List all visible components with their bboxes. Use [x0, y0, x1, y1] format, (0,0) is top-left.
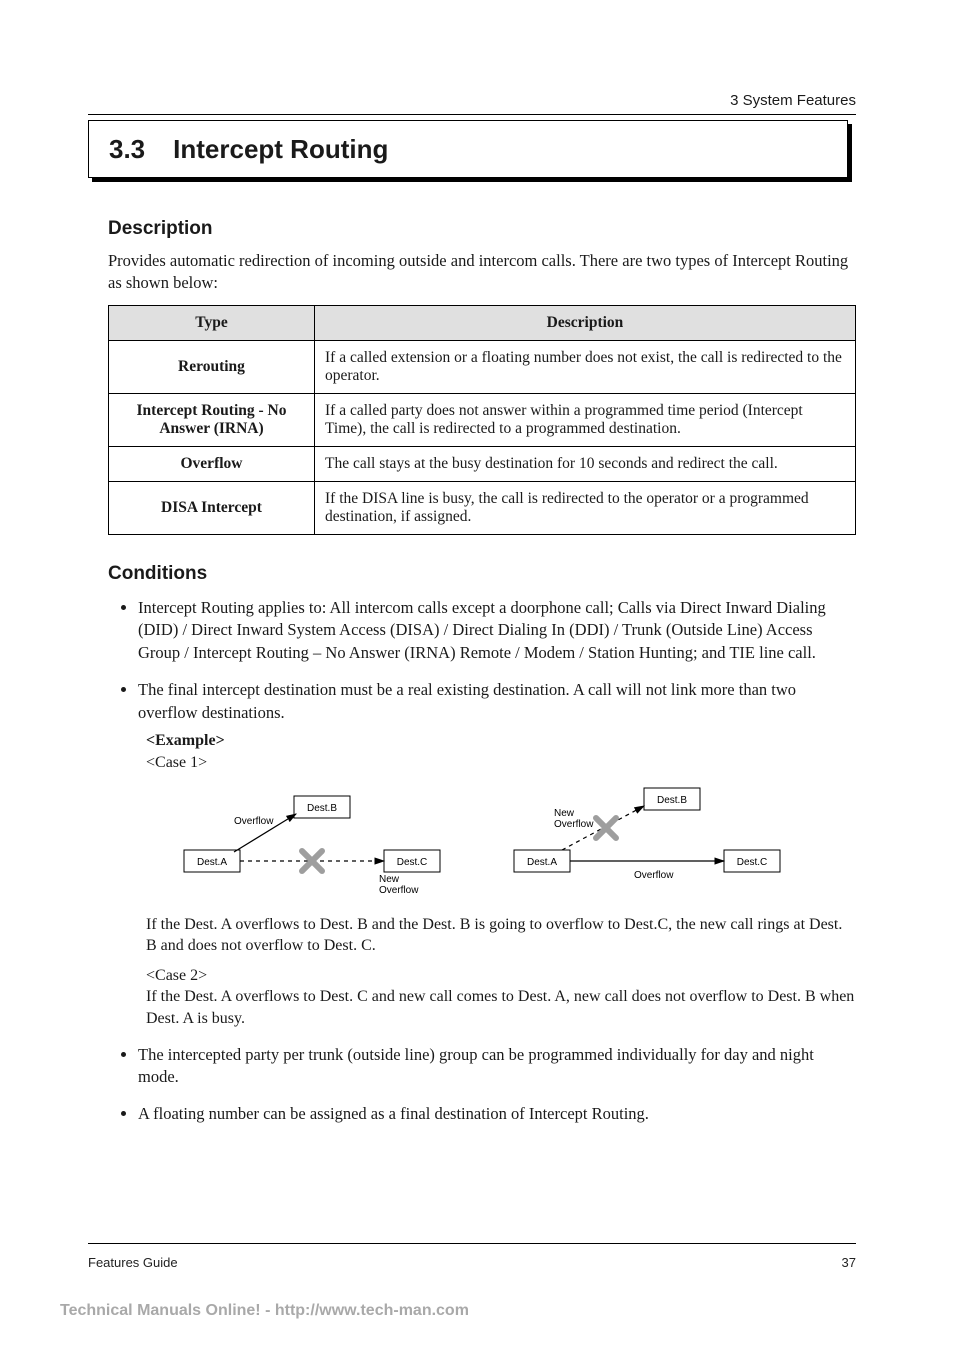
description-label: Description [108, 218, 856, 240]
top-rule [88, 114, 856, 115]
footer-left: Features Guide [88, 1255, 178, 1270]
destB-text: Dest.B [307, 803, 337, 814]
table-cell-type: Intercept Routing - No Answer (IRNA) [109, 393, 315, 446]
types-table: Type Description Rerouting If a called e… [108, 305, 856, 535]
case1-group: Dest.A Dest.B Dest.C Overflow [184, 796, 440, 896]
new-overflow-label-1: New Overflow [379, 874, 419, 896]
conditions-section: Conditions Intercept Routing applies to:… [108, 563, 856, 1126]
table-cell-desc: If a called party does not answer within… [315, 393, 856, 446]
footer-right: 37 [842, 1255, 856, 1270]
watermark: Technical Manuals Online! - http://www.t… [60, 1302, 469, 1320]
example-label: <Example> [146, 732, 225, 749]
table-row: DISA Intercept If the DISA line is busy,… [109, 481, 856, 534]
condition-text: Intercept Routing applies to: All interc… [138, 598, 826, 663]
table-row: Rerouting If a called extension or a flo… [109, 340, 856, 393]
footer: Features Guide 37 [88, 1255, 856, 1270]
table-cell-desc: The call stays at the busy destination f… [315, 446, 856, 481]
table-cell-type: DISA Intercept [109, 481, 315, 534]
condition-sub: <Example> <Case 1> [146, 730, 856, 1029]
section-title-box: 3.3 Intercept Routing [88, 120, 848, 178]
table-header-row: Type Description [109, 305, 856, 340]
conditions-heading: Conditions [108, 563, 856, 585]
destC-text: Dest.C [397, 857, 428, 868]
running-head: 3 System Features [730, 92, 856, 109]
new-overflow-label-2: New Overflow [554, 808, 594, 830]
table-cell-type: Rerouting [109, 340, 315, 393]
case2-explainer: If the Dest. A overflows to Dest. C and … [146, 986, 856, 1029]
condition-text: The intercepted party per trunk (outside… [138, 1045, 814, 1087]
description-text: Provides automatic redirection of incomi… [108, 250, 856, 295]
case1-explainer: If the Dest. A overflows to Dest. B and … [146, 914, 856, 957]
section-header: 3.3 Intercept Routing [88, 120, 848, 188]
table-cell-desc: If a called extension or a floating numb… [315, 340, 856, 393]
destA-text: Dest.A [197, 857, 227, 868]
condition-item: Intercept Routing applies to: All interc… [138, 597, 856, 665]
table-row: Overflow The call stays at the busy dest… [109, 446, 856, 481]
destC-text-2: Dest.C [737, 857, 768, 868]
section-title: Intercept Routing [173, 134, 388, 165]
case2-group: Dest.A Dest.B Dest.C Overflow [514, 788, 780, 881]
destA-text-2: Dest.A [527, 857, 557, 868]
condition-text: A floating number can be assigned as a f… [138, 1104, 649, 1123]
bottom-rule [88, 1243, 856, 1244]
table-col-type: Type [109, 305, 315, 340]
destB-text-2: Dest.B [657, 795, 687, 806]
condition-item: A floating number can be assigned as a f… [138, 1103, 856, 1126]
case-diagrams: Dest.A Dest.B Dest.C Overflow [174, 780, 856, 910]
table-row: Intercept Routing - No Answer (IRNA) If … [109, 393, 856, 446]
overflow-diagram: Dest.A Dest.B Dest.C Overflow [174, 780, 794, 900]
section-number: 3.3 [109, 134, 145, 165]
overflow-label-2: Overflow [634, 870, 674, 881]
condition-item: The final intercept destination must be … [138, 679, 856, 1030]
table-col-desc: Description [315, 305, 856, 340]
condition-item: The intercepted party per trunk (outside… [138, 1044, 856, 1090]
case2-label: <Case 2> [146, 965, 856, 987]
conditions-list: Intercept Routing applies to: All interc… [108, 597, 856, 1126]
case1-label: <Case 1> [146, 752, 856, 774]
table-cell-desc: If the DISA line is busy, the call is re… [315, 481, 856, 534]
body: Description Provides automatic redirecti… [108, 218, 856, 1140]
table-cell-type: Overflow [109, 446, 315, 481]
cross-icon [596, 818, 616, 838]
condition-text: The final intercept destination must be … [138, 680, 796, 722]
overflow-label: Overflow [234, 816, 274, 827]
